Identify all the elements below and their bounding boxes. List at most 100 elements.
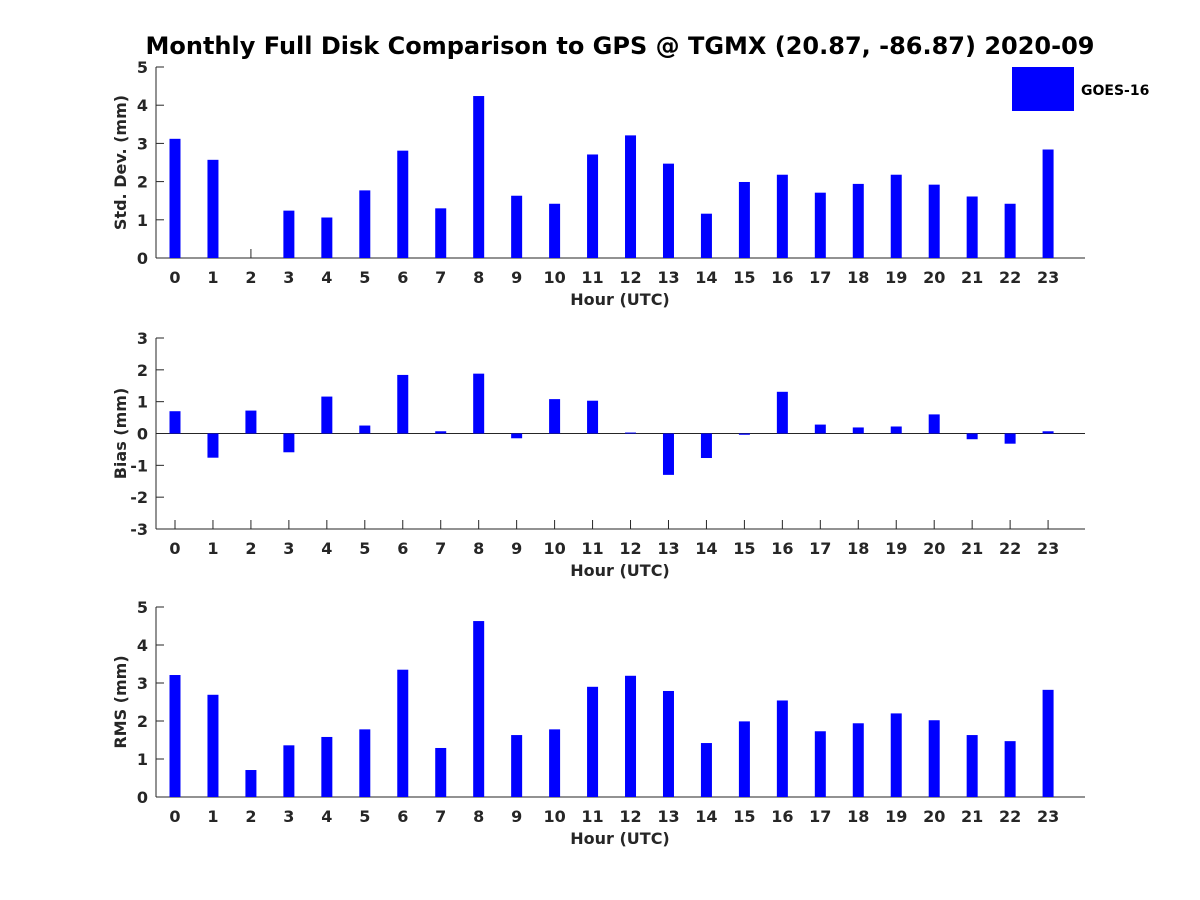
bar-hour-18	[852, 183, 864, 258]
bar-hour-13	[662, 163, 674, 258]
x-tick-label: 5	[359, 539, 370, 558]
x-tick-label: 20	[923, 268, 945, 287]
bar-hour-23	[1042, 149, 1054, 258]
x-tick-label: 11	[581, 268, 603, 287]
x-tick-label: 9	[511, 807, 522, 826]
bar-hour-14	[700, 433, 712, 459]
x-tick-label: 19	[885, 268, 907, 287]
bar-hour-3	[283, 210, 295, 258]
bar-hour-5	[359, 729, 371, 797]
x-tick-label: 16	[771, 807, 793, 826]
x-tick-label: 17	[809, 268, 831, 287]
bar-hour-22	[1004, 741, 1016, 797]
x-axis-label: Hour (UTC)	[570, 561, 670, 580]
bar-hour-1	[207, 694, 219, 797]
x-tick-label: 15	[733, 539, 755, 558]
x-tick-label: 0	[169, 807, 180, 826]
y-tick-label: 0	[137, 249, 148, 268]
x-axis-label: Hour (UTC)	[570, 829, 670, 848]
x-tick-label: 23	[1037, 268, 1059, 287]
y-tick-label: -3	[130, 520, 148, 539]
x-tick-label: 13	[657, 539, 679, 558]
bar-hour-17	[814, 192, 826, 258]
x-tick-label: 18	[847, 268, 869, 287]
y-tick-label: 5	[137, 58, 148, 77]
bar-hour-6	[397, 374, 409, 434]
x-tick-label: 13	[657, 268, 679, 287]
x-tick-label: 9	[511, 539, 522, 558]
x-tick-label: 11	[581, 539, 603, 558]
y-axis-label: Bias (mm)	[111, 388, 130, 480]
x-tick-label: 2	[245, 807, 256, 826]
bar-hour-18	[852, 427, 864, 434]
bar-hour-14	[700, 213, 712, 258]
bar-hour-16	[776, 174, 788, 258]
x-tick-label: 6	[397, 539, 408, 558]
x-tick-label: 4	[321, 539, 332, 558]
y-tick-label: 1	[137, 750, 148, 769]
bar-hour-10	[549, 203, 561, 258]
x-tick-label: 22	[999, 807, 1021, 826]
y-tick-label: 1	[137, 211, 148, 230]
x-tick-label: 7	[435, 268, 446, 287]
x-tick-label: 10	[543, 268, 565, 287]
bar-hour-19	[890, 713, 902, 797]
bar-hour-11	[587, 400, 599, 434]
x-tick-label: 3	[283, 807, 294, 826]
bar-hour-6	[397, 150, 409, 258]
bar-hour-3	[283, 745, 295, 797]
bar-hour-4	[321, 217, 333, 258]
x-tick-label: 0	[169, 268, 180, 287]
bar-hour-19	[890, 426, 902, 434]
bar-hour-12	[625, 675, 637, 797]
x-tick-label: 17	[809, 807, 831, 826]
x-tick-label: 5	[359, 807, 370, 826]
y-axis-label: Std. Dev. (mm)	[111, 95, 130, 230]
y-tick-label: 2	[137, 712, 148, 731]
x-tick-label: 20	[923, 539, 945, 558]
x-tick-label: 21	[961, 539, 983, 558]
x-tick-label: 1	[207, 807, 218, 826]
bar-hour-1	[207, 433, 219, 458]
bar-hour-4	[321, 396, 333, 434]
x-tick-label: 10	[543, 539, 565, 558]
bar-hour-2	[245, 410, 257, 434]
x-tick-label: 15	[733, 268, 755, 287]
bar-hour-11	[587, 154, 599, 258]
x-tick-label: 7	[435, 807, 446, 826]
x-tick-label: 1	[207, 539, 218, 558]
x-tick-label: 14	[695, 268, 717, 287]
bar-hour-4	[321, 736, 333, 797]
x-tick-label: 12	[619, 807, 641, 826]
y-axis-label: RMS (mm)	[111, 655, 130, 748]
bar-hour-20	[928, 184, 940, 258]
bar-hour-16	[776, 391, 788, 434]
x-tick-label: 10	[543, 807, 565, 826]
bar-hour-14	[700, 743, 712, 797]
bar-hour-22	[1004, 433, 1016, 444]
bar-hour-12	[625, 135, 637, 258]
x-tick-label: 18	[847, 539, 869, 558]
bar-hour-8	[473, 621, 485, 797]
x-tick-label: 2	[245, 268, 256, 287]
y-tick-label: 4	[137, 636, 148, 655]
bar-hour-9	[511, 433, 523, 439]
x-tick-label: 19	[885, 807, 907, 826]
bar-hour-10	[549, 729, 561, 797]
x-tick-label: 8	[473, 807, 484, 826]
bar-hour-15	[738, 721, 750, 797]
y-tick-label: 5	[137, 598, 148, 617]
x-tick-label: 18	[847, 807, 869, 826]
bar-hour-2	[245, 770, 257, 797]
bar-hour-3	[283, 433, 295, 453]
bar-hour-7	[435, 431, 447, 434]
x-tick-label: 14	[695, 539, 717, 558]
x-tick-label: 4	[321, 807, 332, 826]
x-tick-label: 17	[809, 539, 831, 558]
y-tick-label: 4	[137, 96, 148, 115]
bar-hour-17	[814, 731, 826, 797]
x-tick-label: 22	[999, 268, 1021, 287]
x-tick-label: 19	[885, 539, 907, 558]
bar-hour-13	[662, 690, 674, 797]
